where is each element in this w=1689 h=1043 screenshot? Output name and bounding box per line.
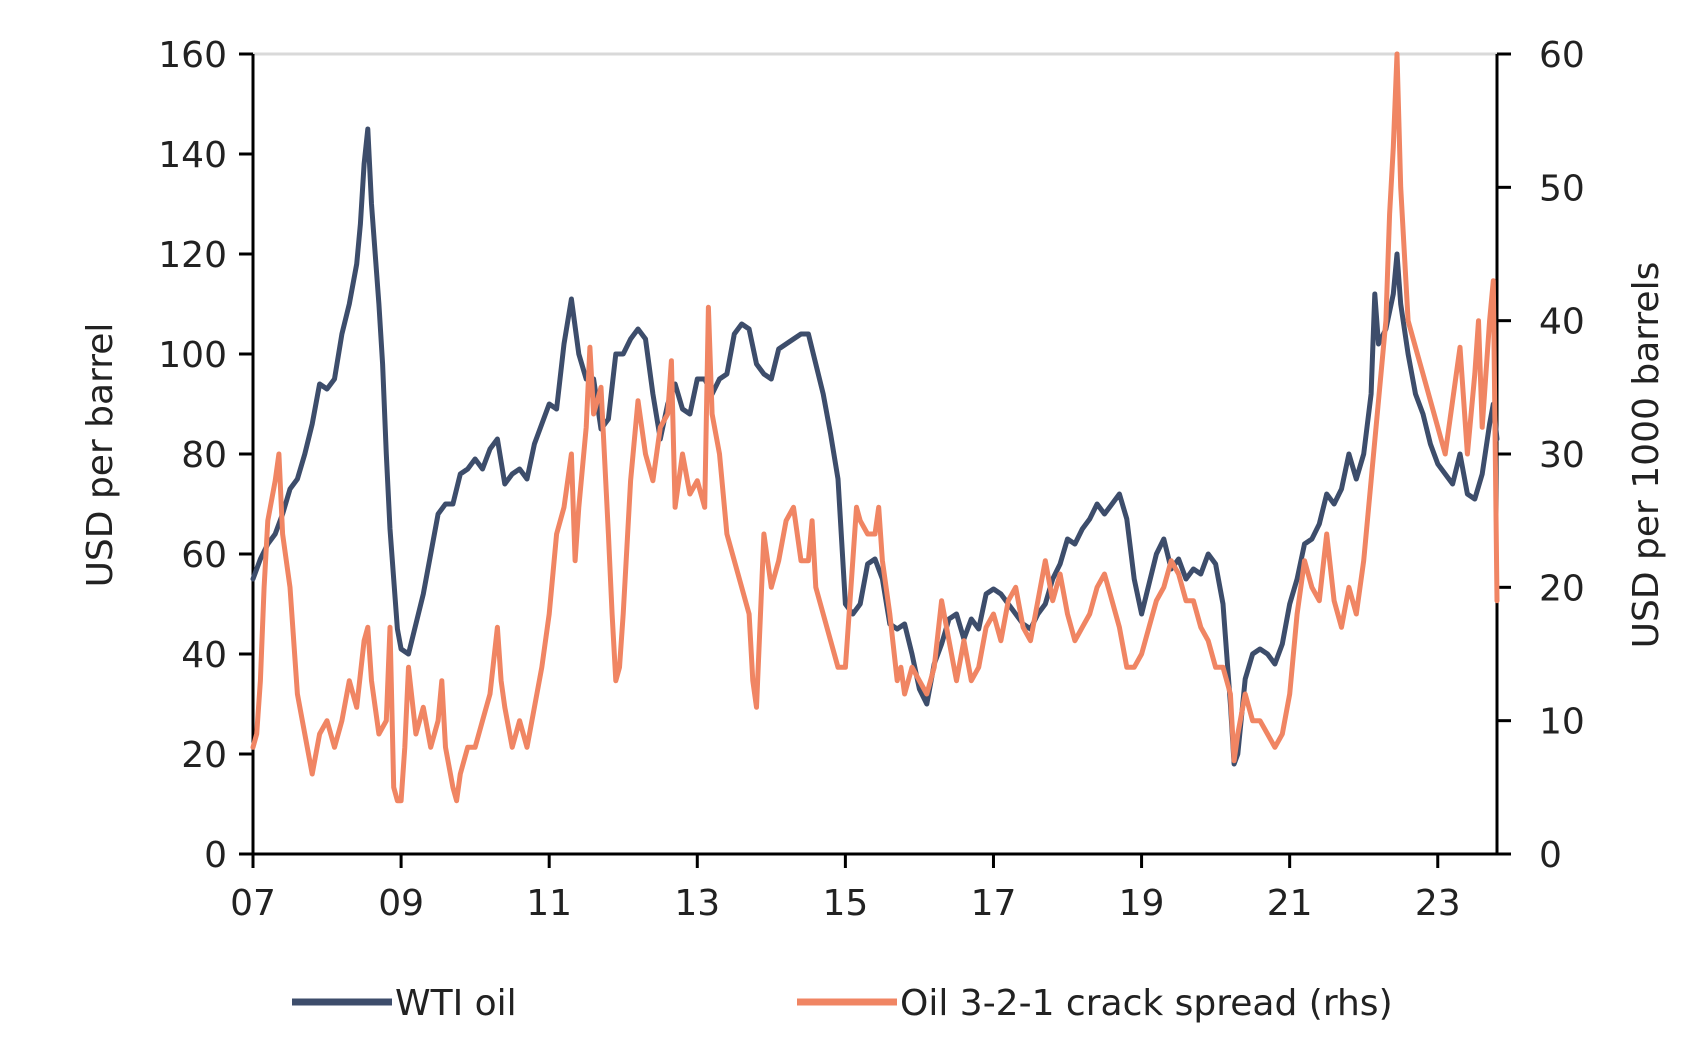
y-tick-label: 160 (158, 35, 227, 76)
x-tick-label: 17 (971, 883, 1017, 924)
legend-label-wti: WTI oil (395, 983, 517, 1024)
y2-tick-label: 60 (1539, 35, 1585, 76)
y2-tick-label: 20 (1539, 568, 1585, 609)
x-tick-label: 09 (378, 883, 424, 924)
series-line-wti-oil (250, 126, 1500, 767)
y-tick-label: 60 (181, 535, 227, 576)
y2-tick-label: 10 (1539, 702, 1585, 743)
y-tick-label: 100 (158, 335, 227, 376)
x-axis-ticks: 07 09 11 13 15 17 19 21 23 (230, 854, 1461, 924)
y2-axis-ticks: 0 10 20 30 40 50 60 (1497, 35, 1585, 876)
series-lines (250, 51, 1500, 804)
x-tick-label: 13 (674, 883, 720, 924)
y-tick-label: 140 (158, 135, 227, 176)
y2-tick-label: 50 (1539, 168, 1585, 209)
y-tick-label: 20 (181, 735, 227, 776)
y2-tick-label: 0 (1539, 835, 1562, 876)
y-tick-label: 0 (204, 835, 227, 876)
y-axis-ticks: 0 20 40 60 80 100 120 140 160 (158, 35, 253, 876)
y2-axis-title: USD per 1000 barrels (1626, 262, 1667, 649)
x-tick-label: 11 (526, 883, 572, 924)
legend-label-crack-spread: Oil 3-2-1 crack spread (rhs) (900, 983, 1393, 1024)
x-tick-label: 15 (822, 883, 868, 924)
y-tick-label: 80 (181, 435, 227, 476)
y2-tick-label: 30 (1539, 435, 1585, 476)
x-tick-label: 21 (1267, 883, 1313, 924)
x-tick-label: 07 (230, 883, 276, 924)
series-line-crack-spread (250, 51, 1500, 804)
y-axis-title: USD per barrel (80, 323, 121, 588)
plot-area (251, 52, 1499, 856)
y2-tick-label: 40 (1539, 302, 1585, 343)
x-tick-label: 19 (1119, 883, 1165, 924)
legend: WTI oil Oil 3-2-1 crack spread (rhs) (292, 983, 1393, 1024)
y-tick-label: 40 (181, 635, 227, 676)
x-tick-label: 23 (1415, 883, 1461, 924)
y-tick-label: 120 (158, 235, 227, 276)
